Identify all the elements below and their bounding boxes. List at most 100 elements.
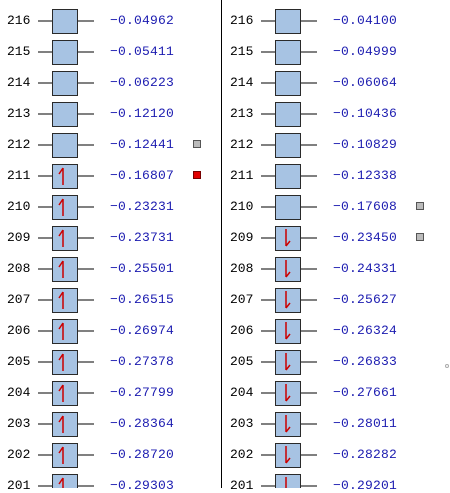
orbital-energy-value: −0.23731 [110,230,175,245]
orbital-number: 201 [230,478,254,493]
orbital-energy-value: −0.06064 [333,75,398,90]
orbital-row-beta-202[interactable] [261,443,317,468]
orbital-box[interactable] [52,71,78,96]
orbital-box[interactable] [275,412,301,437]
orbital-number: 207 [7,292,31,307]
orbital-energy-value: −0.27799 [110,385,175,400]
spin-up-arrow-icon [58,291,64,309]
spin-down-arrow-icon [285,415,291,433]
orbital-number: 214 [230,75,254,90]
orbital-row-beta-211[interactable] [261,164,317,189]
orbital-box[interactable] [52,195,78,220]
orbital-energy-value: −0.29201 [333,478,398,493]
orbital-row-beta-208[interactable] [261,257,317,282]
orbital-number: 206 [230,323,254,338]
orbital-row-beta-201[interactable] [261,474,317,489]
orbital-number: 209 [7,230,31,245]
orbital-number: 204 [230,385,254,400]
orbital-row-alpha-202[interactable] [38,443,94,468]
panel-divider [221,0,222,488]
orbital-number: 209 [230,230,254,245]
orbital-row-alpha-209[interactable] [38,226,94,251]
spin-up-arrow-icon [58,322,64,340]
orbital-row-alpha-210[interactable] [38,195,94,220]
orbital-box[interactable] [275,164,301,189]
orbital-box[interactable] [52,474,78,489]
orbital-box[interactable] [52,443,78,468]
orbital-row-alpha-207[interactable] [38,288,94,313]
orbital-row-beta-206[interactable] [261,319,317,344]
orbital-energy-value: −0.23450 [333,230,398,245]
spin-down-arrow-icon [285,322,291,340]
orbital-row-beta-216[interactable] [261,9,317,34]
orbital-row-alpha-201[interactable] [38,474,94,489]
orbital-box[interactable] [275,257,301,282]
orbital-box[interactable] [52,412,78,437]
orbital-row-alpha-213[interactable] [38,102,94,127]
orbital-number: 207 [230,292,254,307]
orbital-row-alpha-214[interactable] [38,71,94,96]
orbital-number: 205 [7,354,31,369]
orbital-box[interactable] [275,102,301,127]
spin-down-arrow-icon [285,291,291,309]
orbital-marker[interactable] [416,202,424,210]
spin-down-arrow-icon [285,353,291,371]
orbital-number: 205 [230,354,254,369]
orbital-box[interactable] [52,381,78,406]
selected-orbital-marker[interactable] [193,171,201,179]
orbital-energy-value: −0.23231 [110,199,175,214]
orbital-row-beta-203[interactable] [261,412,317,437]
orbital-energy-value: −0.10436 [333,106,398,121]
orbital-box[interactable] [275,226,301,251]
orbital-box[interactable] [275,195,301,220]
orbital-box[interactable] [52,40,78,65]
orbital-row-alpha-206[interactable] [38,319,94,344]
orbital-energy-value: −0.05411 [110,44,175,59]
orbital-box[interactable] [52,164,78,189]
orbital-box[interactable] [52,133,78,158]
orbital-box[interactable] [275,350,301,375]
orbital-box[interactable] [275,381,301,406]
orbital-number: 214 [7,75,31,90]
spin-down-arrow-icon [285,446,291,464]
orbital-box[interactable] [52,350,78,375]
orbital-row-beta-213[interactable] [261,102,317,127]
orbital-number: 213 [7,106,31,121]
orbital-row-alpha-203[interactable] [38,412,94,437]
orbital-row-beta-214[interactable] [261,71,317,96]
orbital-row-beta-212[interactable] [261,133,317,158]
orbital-box[interactable] [52,257,78,282]
orbital-box[interactable] [52,9,78,34]
orbital-box[interactable] [275,474,301,489]
scroll-indicator-icon[interactable] [445,364,449,368]
orbital-box[interactable] [275,40,301,65]
orbital-row-alpha-205[interactable] [38,350,94,375]
orbital-row-alpha-208[interactable] [38,257,94,282]
orbital-marker[interactable] [193,140,201,148]
orbital-box[interactable] [275,443,301,468]
orbital-row-beta-207[interactable] [261,288,317,313]
orbital-box[interactable] [52,102,78,127]
orbital-row-beta-204[interactable] [261,381,317,406]
orbital-row-alpha-216[interactable] [38,9,94,34]
orbital-row-alpha-211[interactable] [38,164,94,189]
orbital-marker[interactable] [416,233,424,241]
spin-down-arrow-icon [285,229,291,247]
spin-up-arrow-icon [58,415,64,433]
orbital-row-beta-205[interactable] [261,350,317,375]
orbital-row-beta-209[interactable] [261,226,317,251]
orbital-box[interactable] [52,226,78,251]
orbital-row-alpha-212[interactable] [38,133,94,158]
orbital-box[interactable] [52,319,78,344]
orbital-row-beta-215[interactable] [261,40,317,65]
orbital-box[interactable] [275,9,301,34]
orbital-row-alpha-204[interactable] [38,381,94,406]
orbital-box[interactable] [275,133,301,158]
orbital-box[interactable] [275,288,301,313]
orbital-box[interactable] [275,319,301,344]
orbital-row-alpha-215[interactable] [38,40,94,65]
orbital-number: 206 [7,323,31,338]
orbital-row-beta-210[interactable] [261,195,317,220]
orbital-box[interactable] [52,288,78,313]
orbital-box[interactable] [275,71,301,96]
